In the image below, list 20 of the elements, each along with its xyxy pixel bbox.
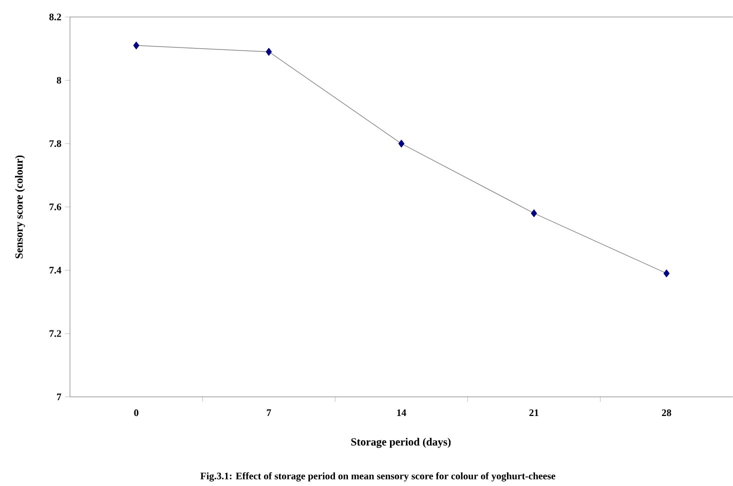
y-axis-title: Sensory score (colour) (15, 156, 25, 258)
y-tick-label: 7 (57, 394, 62, 400)
y-tick-label: 7.6 (50, 204, 62, 210)
point (266, 48, 272, 56)
x-axis-title: Storage period (days) (351, 438, 451, 448)
x-tick-label: 14 (397, 409, 406, 416)
point (133, 42, 140, 50)
point (398, 140, 404, 148)
point (530, 209, 537, 218)
x-tick-label: 0 (134, 409, 138, 416)
x-tick-label: 28 (662, 409, 672, 416)
x-tick-label: 7 (266, 409, 272, 416)
x-tick-label: 21 (529, 409, 538, 416)
y-tick-label: 8 (56, 77, 62, 84)
y-tick-label: 7.8 (50, 140, 62, 148)
point (664, 270, 670, 278)
y-tick-label: 7.4 (50, 266, 62, 274)
y-tick-label: 8.2 (49, 14, 62, 20)
y-tick-label: 7.2 (50, 330, 62, 337)
caption: Fig.3.1: Effect of storage period on mean sensory score for colour of yoghurt-cheese (200, 472, 556, 482)
